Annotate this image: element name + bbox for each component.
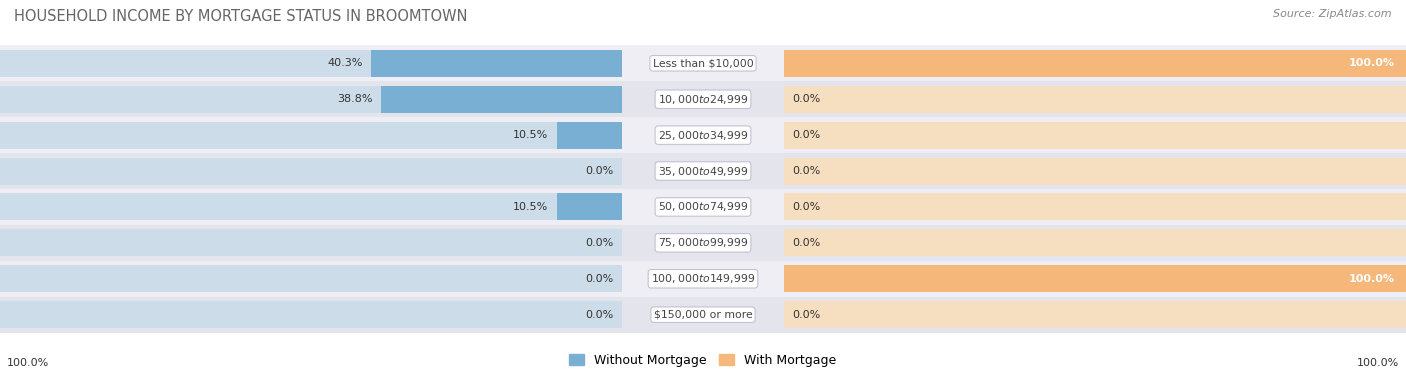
Bar [0,301,621,328]
Text: 0.0%: 0.0% [585,238,614,248]
Bar [0,122,621,149]
Bar [785,229,1406,256]
Text: 100.0%: 100.0% [1357,358,1399,368]
Bar [785,265,1406,292]
Bar [0,297,1406,333]
Bar [0,81,1406,117]
Bar [785,301,1406,328]
Text: $75,000 to $99,999: $75,000 to $99,999 [658,236,748,249]
Bar [0,189,1406,225]
Text: 0.0%: 0.0% [585,310,614,320]
Text: 0.0%: 0.0% [585,166,614,176]
Text: $150,000 or more: $150,000 or more [654,310,752,320]
Text: 0.0%: 0.0% [792,166,821,176]
Bar [785,194,1406,220]
Bar [0,117,1406,153]
Bar [785,86,1406,113]
Text: 0.0%: 0.0% [792,94,821,104]
Bar [0,225,1406,261]
Text: 100.0%: 100.0% [1350,274,1395,284]
Bar [785,265,1406,292]
Bar [0,153,1406,189]
Text: 100.0%: 100.0% [1350,58,1395,68]
Text: Source: ZipAtlas.com: Source: ZipAtlas.com [1274,9,1392,19]
Text: 0.0%: 0.0% [585,274,614,284]
Text: 0.0%: 0.0% [792,130,821,140]
Bar [0,50,621,77]
Text: 40.3%: 40.3% [328,58,363,68]
Bar [0,45,1406,81]
Bar [0,194,621,220]
Text: 0.0%: 0.0% [792,202,821,212]
Bar [785,158,1406,184]
Text: 10.5%: 10.5% [513,202,548,212]
Text: 10.5%: 10.5% [513,130,548,140]
Bar [0,158,621,184]
Bar [0,86,621,113]
Bar [0,265,621,292]
Text: $35,000 to $49,999: $35,000 to $49,999 [658,164,748,178]
Legend: Without Mortgage, With Mortgage: Without Mortgage, With Mortgage [564,349,842,372]
Text: HOUSEHOLD INCOME BY MORTGAGE STATUS IN BROOMTOWN: HOUSEHOLD INCOME BY MORTGAGE STATUS IN B… [14,9,468,25]
Bar [381,86,621,113]
Text: 0.0%: 0.0% [792,310,821,320]
Text: $10,000 to $24,999: $10,000 to $24,999 [658,93,748,106]
Bar [785,122,1406,149]
Bar [0,261,1406,297]
Text: 0.0%: 0.0% [792,238,821,248]
Bar [557,194,621,220]
Text: $25,000 to $34,999: $25,000 to $34,999 [658,129,748,142]
Bar [557,122,621,149]
Bar [0,229,621,256]
Text: 38.8%: 38.8% [337,94,373,104]
Bar [785,50,1406,77]
Bar [371,50,621,77]
Text: Less than $10,000: Less than $10,000 [652,58,754,68]
Text: $50,000 to $74,999: $50,000 to $74,999 [658,200,748,214]
Bar [785,50,1406,77]
Text: 100.0%: 100.0% [7,358,49,368]
Text: $100,000 to $149,999: $100,000 to $149,999 [651,272,755,285]
